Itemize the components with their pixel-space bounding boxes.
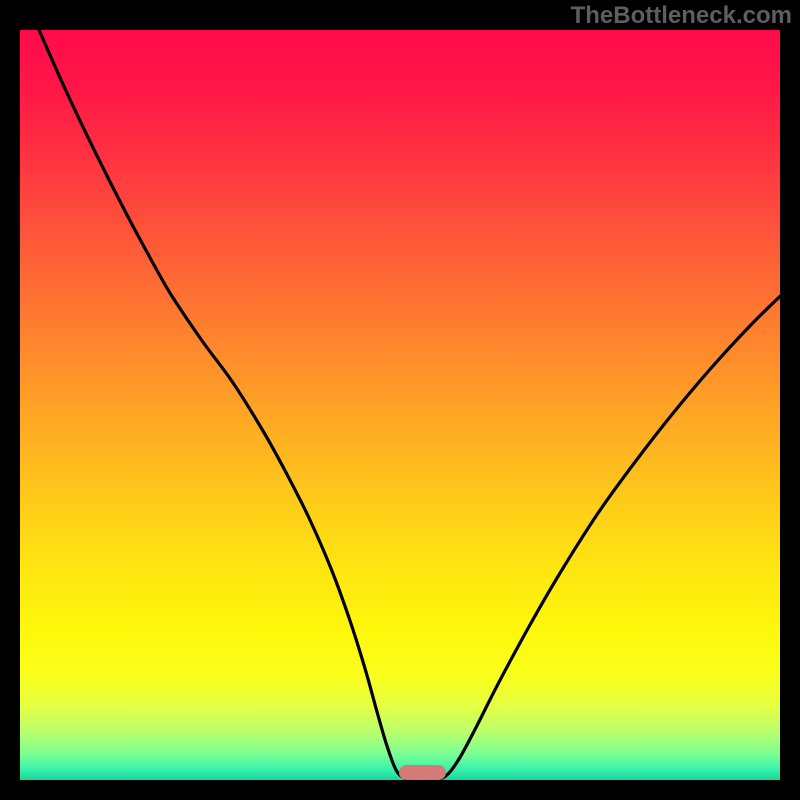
plot-area — [20, 30, 780, 780]
bottleneck-chart: TheBottleneck.com — [0, 0, 800, 800]
bottleneck-curve — [20, 30, 780, 780]
watermark-text: TheBottleneck.com — [571, 2, 792, 30]
optimum-marker — [399, 765, 446, 780]
